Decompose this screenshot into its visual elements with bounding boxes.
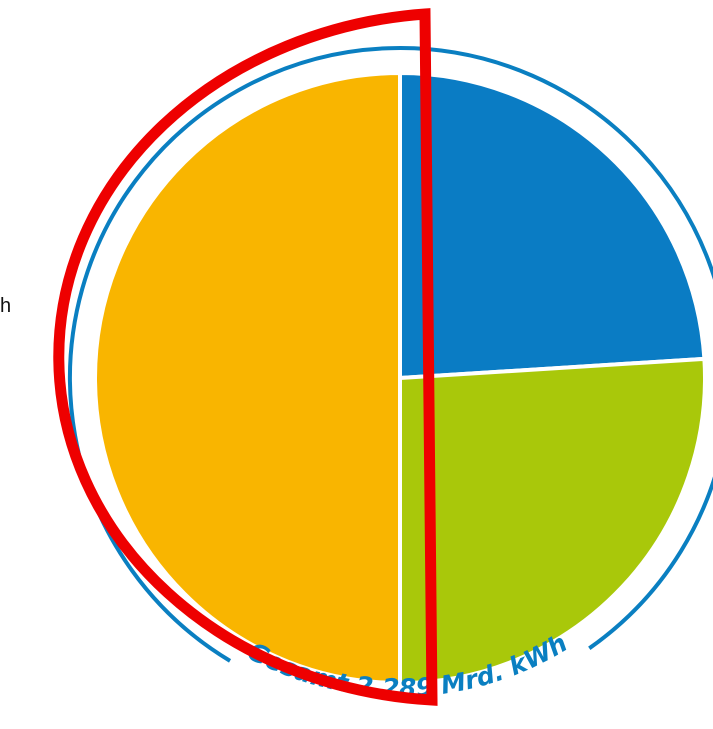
pie-slice [93,71,402,685]
highlight-outline [53,8,438,706]
cropped-text: h [0,295,11,317]
pie-slice [398,356,707,685]
slices [93,71,707,685]
pie-slice [398,71,707,380]
